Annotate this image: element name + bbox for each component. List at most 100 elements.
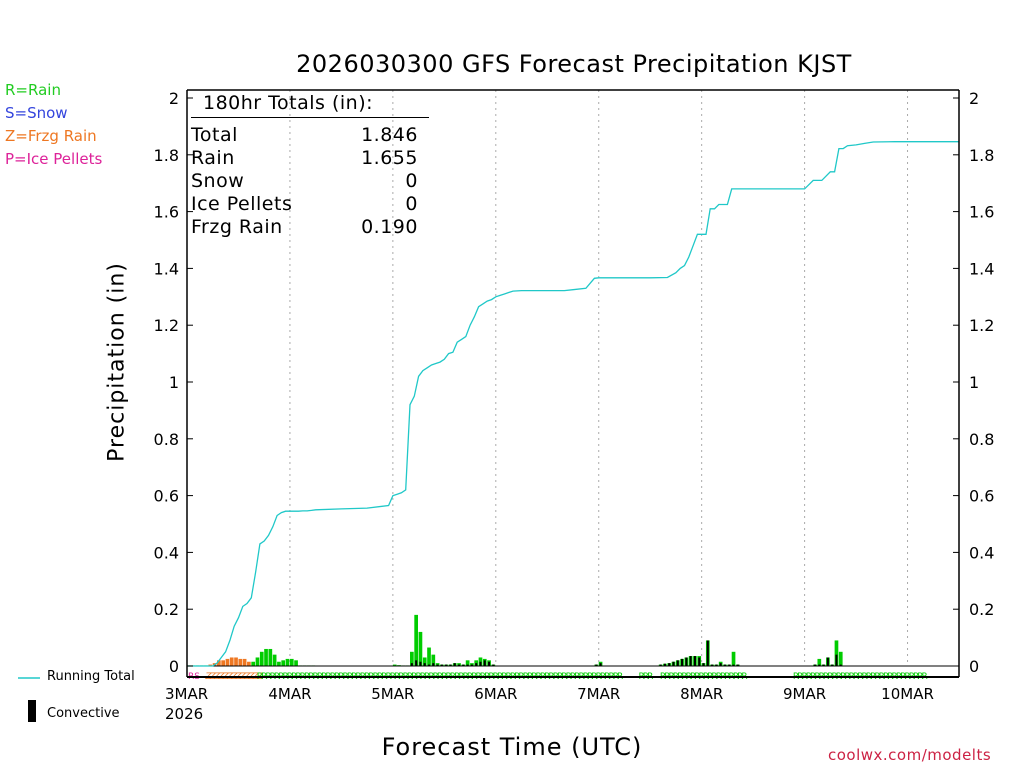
- convective-bar: [723, 664, 726, 666]
- convective-bar: [440, 664, 443, 666]
- totals-label-rain: Rain: [191, 147, 235, 169]
- totals-label-total: Total: [191, 124, 238, 146]
- precip-bar: [838, 651, 843, 666]
- convective-bar: [483, 660, 486, 666]
- precip-bar: [435, 663, 440, 666]
- convective-bar: [835, 654, 838, 666]
- precip-bar: [238, 658, 243, 666]
- convective-bar: [719, 663, 722, 666]
- convective-bar: [839, 664, 842, 666]
- legend-key-ice-pellets: P=Ice Pellets: [5, 150, 103, 168]
- x-tick-label: 9MAR: [783, 685, 826, 703]
- totals-value-rain: 1.655: [361, 147, 418, 169]
- totals-label-frzg-rain: Frzg Rain: [191, 216, 283, 238]
- credit-link[interactable]: coolwx.com/modelts: [828, 746, 992, 764]
- convective-bar: [676, 660, 679, 666]
- right-y-tick-label: 1.6: [969, 203, 994, 222]
- right-y-tick-label: 1.8: [969, 146, 994, 165]
- precip-bar: [431, 654, 436, 666]
- convective-bar: [466, 664, 469, 666]
- precip-bar: [229, 657, 234, 666]
- precip-bar: [264, 648, 268, 666]
- convective-bar: [410, 663, 413, 666]
- convective-bar: [599, 663, 602, 666]
- precip-bar: [242, 658, 247, 666]
- left-y-tick-label: 0.8: [154, 430, 179, 449]
- grid-layer: [289, 90, 909, 666]
- left-y-tick-label: 1.2: [154, 316, 179, 335]
- x-tick-label: 8MAR: [680, 685, 723, 703]
- convective-bar: [818, 664, 821, 666]
- convective-bar: [728, 664, 731, 666]
- left-y-tick-label: 0.6: [154, 487, 179, 506]
- convective-bar: [479, 661, 482, 666]
- convective-bar: [681, 658, 684, 666]
- convective-bar: [736, 664, 739, 666]
- precip-bar: [731, 651, 736, 666]
- right-y-tick-label: 2: [969, 89, 979, 108]
- convective-bar: [415, 660, 418, 666]
- bars-layer: [187, 614, 843, 667]
- precip-bar: [294, 660, 298, 666]
- precip-bar: [422, 657, 427, 666]
- running-total-legend-label: Running Total: [47, 669, 135, 684]
- left-y-tick-label: 0: [169, 657, 179, 676]
- convective-bar: [470, 664, 473, 666]
- convective-bar: [814, 664, 817, 666]
- precip-bar: [289, 658, 294, 666]
- precip-bar: [272, 654, 277, 666]
- left-y-tick-label: 1: [169, 373, 179, 392]
- x-tick-label: 10MAR: [881, 685, 934, 703]
- tick-labels-layer: 0 00.2 0.20.4 0.40.6 0.60.8 0.81 11.2 1.21.4 1.4…: [154, 89, 995, 723]
- x-tick-label: 3MAR: [165, 685, 208, 703]
- convective-bar: [488, 661, 491, 666]
- convective-bar: [445, 664, 448, 666]
- convective-bar: [492, 664, 495, 666]
- legend-key-frzg-rain: Z=Frzg Rain: [5, 127, 97, 145]
- convective-bar: [458, 664, 461, 666]
- precip-bar: [247, 661, 251, 666]
- left-y-tick-label: 2: [169, 89, 179, 108]
- totals-label-snow: Snow: [191, 170, 245, 192]
- convective-bar: [419, 661, 422, 666]
- right-y-tick-label: 1: [969, 373, 979, 392]
- precip-bar: [268, 648, 273, 666]
- convective-bar: [822, 664, 825, 666]
- totals-value-ice-pellets: 0: [405, 193, 418, 215]
- left-y-tick-label: 1.4: [154, 259, 179, 278]
- convective-legend-label: Convective: [47, 706, 120, 721]
- right-y-tick-label: 1.4: [969, 259, 994, 278]
- convective-bar: [711, 664, 714, 666]
- totals-label-ice-pellets: Ice Pellets: [191, 193, 293, 215]
- right-y-tick-label: 1.2: [969, 316, 994, 335]
- precip-bar: [410, 651, 414, 666]
- convective-bar: [595, 664, 598, 666]
- convective-bar: [689, 656, 692, 666]
- convective-bar: [693, 656, 696, 666]
- x-tick-label: 7MAR: [577, 685, 620, 703]
- chart-title: 2026030300 GFS Forecast Precipitation KJ…: [296, 50, 852, 78]
- precip-bar: [465, 660, 470, 666]
- precip-bar: [470, 663, 474, 666]
- precip-bar: [418, 631, 423, 666]
- precip-bar: [259, 651, 264, 666]
- left-y-tick-label: 1.8: [154, 146, 179, 165]
- right-y-tick-label: 0: [969, 657, 979, 676]
- x-tick-label: 6MAR: [474, 685, 517, 703]
- precip-bar: [281, 660, 286, 666]
- convective-legend-swatch: [28, 700, 36, 722]
- precip-bar: [427, 647, 431, 666]
- convective-bar: [475, 663, 478, 666]
- precip-bar: [225, 658, 230, 666]
- convective-bar: [826, 657, 829, 666]
- right-y-tick-label: 0.2: [969, 600, 994, 619]
- y-axis-label: Precipitation (in): [104, 262, 130, 462]
- totals-header-underline: [191, 117, 429, 118]
- right-y-tick-label: 0.4: [969, 543, 994, 562]
- running-total-layer: [187, 141, 959, 667]
- bottom-legend-layer: [18, 677, 40, 722]
- convective-bar: [672, 661, 675, 666]
- x-tick-label: 5MAR: [371, 685, 414, 703]
- x-axis-label: Forecast Time (UTC): [381, 733, 643, 761]
